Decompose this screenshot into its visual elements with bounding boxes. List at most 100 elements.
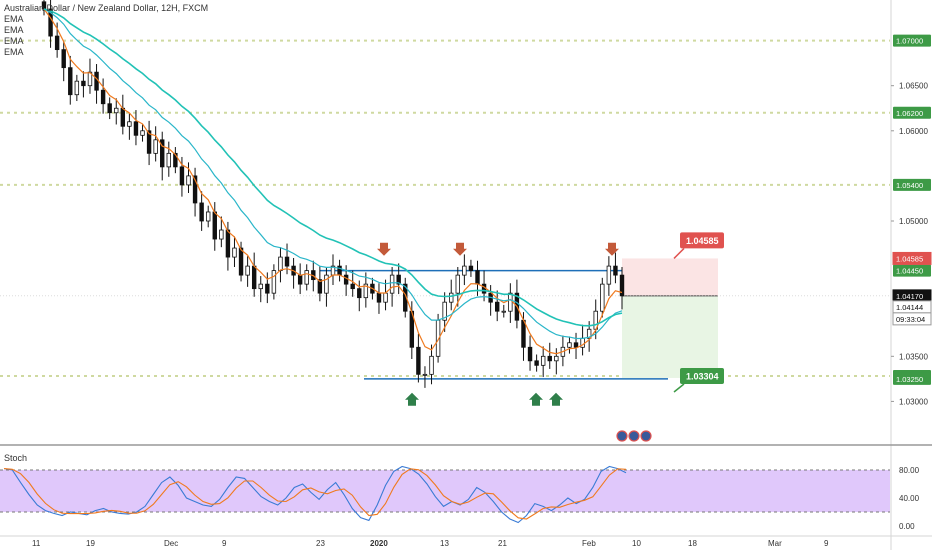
ema-label-2[interactable]: EMA	[4, 25, 24, 35]
candle-body-73	[521, 319, 526, 348]
time-tick-label-6: 13	[440, 539, 449, 548]
candle-body-64	[462, 265, 467, 276]
event-flag-icon-2	[640, 430, 652, 442]
ema-slow-line	[43, 8, 623, 327]
ema-label-1[interactable]: EMA	[4, 14, 24, 24]
candle-body-28	[225, 229, 231, 258]
stop-callout-text: 1.04585	[686, 236, 719, 246]
stop-price-tag: 1.04585	[896, 254, 923, 263]
time-tick-label-12: 9	[824, 539, 829, 548]
candle-body-57	[416, 346, 421, 375]
stoch-label[interactable]: Stoch	[4, 453, 28, 463]
candle-body-88	[619, 274, 625, 297]
time-tick-label-10: 18	[688, 539, 697, 548]
candle-body-74	[527, 346, 533, 362]
stoch-tick-label-0: 80.00	[899, 466, 920, 475]
candle-body-19	[166, 152, 172, 168]
ema-label-4[interactable]: EMA	[4, 47, 24, 57]
candle-body-43	[324, 274, 329, 294]
price-tag-0	[893, 34, 931, 47]
price-tag-1	[893, 106, 931, 119]
candle-body-35	[271, 270, 277, 294]
price-tag-3	[893, 264, 931, 277]
candle-body-25	[205, 211, 211, 222]
candle-body-40	[304, 270, 309, 285]
ema-label-3[interactable]: EMA	[4, 36, 24, 46]
candle-body-15	[140, 130, 145, 136]
stoch-tick-label-1: 40.00	[899, 494, 920, 503]
candle-body-47	[350, 283, 355, 290]
candle-body-13	[127, 121, 132, 127]
candle-body-22	[186, 175, 191, 186]
candle-body-2	[54, 35, 60, 51]
target-callout-box	[680, 367, 724, 384]
chart-legend: Australian Dollar / New Zealand Dollar, …	[4, 3, 208, 58]
chart-title: Australian Dollar / New Zealand Dollar, …	[4, 3, 209, 13]
price-tick-label-4: 1.03000	[899, 397, 928, 406]
candle-body-31	[245, 265, 250, 276]
candle-body-32	[251, 265, 257, 290]
price-tick-label-0: 1.06500	[899, 82, 928, 91]
time-tick-label-8: Feb	[582, 539, 596, 548]
candle-body-45	[337, 265, 342, 276]
candle-body-34	[265, 283, 270, 294]
candle-body-52	[383, 292, 388, 303]
candle-body-80	[567, 342, 572, 348]
stoch-tick-label-2: 0.00	[899, 522, 915, 531]
candle-body-17	[153, 139, 158, 154]
candle-body-65	[468, 265, 474, 272]
down-arrow-icon-2	[605, 242, 619, 256]
candle-body-51	[376, 292, 382, 303]
candle-body-86	[606, 265, 612, 285]
current-price-tag: 1.04170	[896, 292, 923, 301]
price-tag-text-2: 1.05400	[896, 181, 923, 190]
candle-body-61	[442, 301, 447, 321]
candle-body-30	[238, 247, 244, 276]
candle-body-85	[600, 283, 605, 312]
stop-callout-pointer	[673, 247, 685, 259]
price-tag-2	[893, 178, 931, 191]
up-arrow-icon-0	[405, 392, 419, 406]
candle-body-29	[232, 247, 237, 258]
candle-body-75	[534, 360, 539, 366]
candle-body-8	[94, 71, 99, 91]
ema-fast-line	[43, 8, 623, 355]
candle-body-33	[258, 283, 263, 290]
candle-body-21	[179, 166, 185, 186]
price-tag-text-5: 1.03250	[896, 375, 923, 384]
ema-mid-line	[43, 8, 623, 340]
candle-body-1	[48, 8, 53, 37]
candle-body-83	[586, 328, 592, 339]
candle-body-3	[61, 49, 66, 69]
price-tag-text-0: 1.07000	[896, 37, 923, 46]
candle-body-5	[74, 80, 80, 96]
candle-body-37	[284, 256, 290, 267]
time-tick-label-0: 11	[32, 539, 41, 548]
candle-body-66	[475, 270, 480, 285]
candle-body-27	[219, 229, 224, 240]
target-callout-text: 1.03304	[686, 371, 719, 381]
price-tick-label-2: 1.05000	[899, 217, 928, 226]
price-tick-label-1: 1.06000	[899, 127, 928, 136]
candle-body-78	[554, 355, 559, 362]
candle-body-71	[508, 292, 513, 312]
candle-body-62	[449, 292, 454, 303]
down-arrow-icon-1	[453, 242, 467, 256]
countdown-tag: 09:33:04	[896, 315, 925, 324]
candle-body-49	[363, 283, 369, 299]
target-callout-pointer	[673, 383, 685, 393]
candle-body-70	[501, 310, 506, 313]
candle-body-20	[173, 152, 178, 168]
stop-callout-box	[680, 232, 724, 249]
candle-body-54	[396, 274, 401, 285]
candle-body-69	[494, 301, 500, 312]
ema-price-tag: 1.04144	[896, 303, 923, 312]
candle-body-18	[160, 139, 165, 168]
candle-body-14	[133, 121, 139, 136]
candle-body-16	[146, 130, 152, 154]
countdown-tag-bg	[892, 312, 932, 326]
event-flag-icon-0	[616, 430, 628, 442]
candle-body-87	[613, 265, 618, 276]
time-tick-label-2: Dec	[164, 539, 178, 548]
